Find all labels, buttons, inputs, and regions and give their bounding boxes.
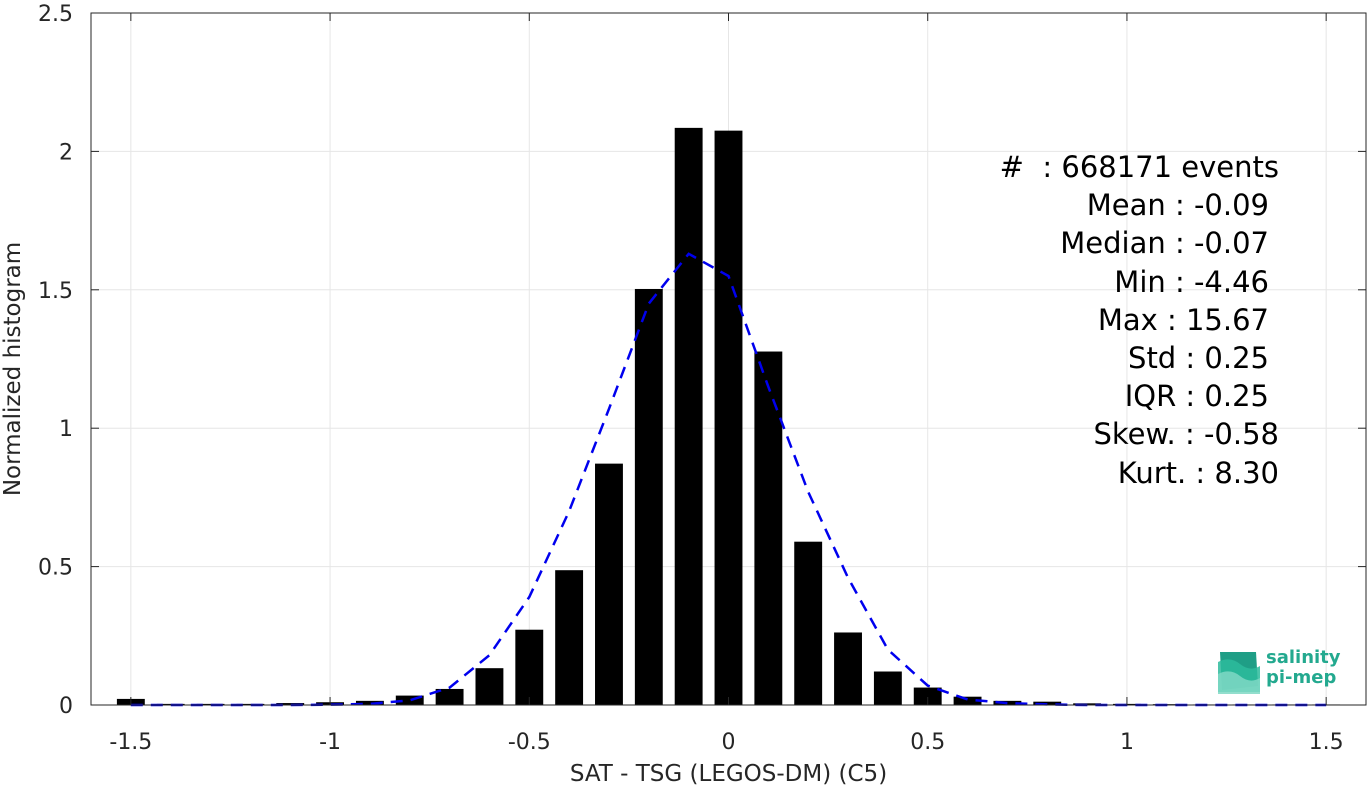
logo-line1: salinity (1266, 647, 1341, 668)
y-axis-title: Normalized histogram (0, 242, 26, 496)
histogram-bar (395, 695, 424, 705)
stat-median: Median : -0.07 (1060, 226, 1269, 261)
y-tick-label: 1.5 (38, 279, 73, 304)
histogram-bar (834, 632, 862, 705)
histogram-bar (674, 127, 703, 705)
stat-kurt: Kurt. : 8.30 (1117, 455, 1279, 490)
histogram-bar (475, 668, 504, 705)
stat-max: Max : 15.67 (1097, 302, 1269, 337)
x-axis-title: SAT - TSG (LEGOS-DM) (C5) (570, 761, 887, 785)
x-tick-label: 0.5 (910, 730, 945, 755)
histogram-bar (355, 700, 384, 705)
histogram-bar (754, 351, 783, 705)
wave-logo-icon (1218, 652, 1260, 694)
x-tick-label: -1 (319, 730, 341, 755)
histogram-bar (873, 671, 902, 705)
stat-std: Std : 0.25 (1128, 341, 1269, 376)
histogram-bar (555, 570, 584, 705)
y-tick-label: 2.5 (38, 2, 73, 27)
x-tick-label: 0 (722, 730, 736, 755)
x-tick-label: 1 (1120, 730, 1134, 755)
histogram-bar (435, 688, 464, 705)
y-tick-label: 1 (59, 417, 73, 442)
bars (116, 127, 1341, 705)
x-tick-label: -0.5 (508, 730, 551, 755)
histogram-bar (913, 687, 942, 705)
histogram-bar (196, 703, 225, 705)
histogram-bar (634, 288, 663, 705)
y-axis: 0 0.5 1 1.5 2 2.5 (38, 2, 1366, 719)
y-tick-label: 0 (59, 694, 73, 719)
salinity-pimep-logo: salinity pi-mep (1216, 646, 1346, 694)
y-tick-label: 2 (59, 140, 73, 165)
stat-iqr: IQR : 0.25 (1124, 379, 1269, 414)
y-tick-label: 0.5 (38, 556, 73, 581)
x-tick-label: -1.5 (109, 730, 152, 755)
histogram-bar (595, 463, 623, 705)
histogram-bar (993, 700, 1022, 705)
stat-events: # : 668171 events (999, 150, 1279, 184)
histogram-bar (276, 703, 305, 705)
histogram-bar (515, 629, 544, 705)
logo-line2: pi-mep (1266, 667, 1337, 688)
stat-mean: Mean : -0.09 (1086, 188, 1269, 223)
x-axis: -1.5 -1 -0.5 0 0.5 1 1.5 (109, 13, 1344, 755)
histogram-bar (156, 703, 185, 705)
x-tick-label: 1.5 (1309, 730, 1344, 755)
stat-min: Min : -4.46 (1114, 264, 1269, 299)
stat-skew: Skew. : -0.58 (1093, 417, 1279, 452)
statistics-box: # : 668171 events Mean : -0.09 Median : … (1000, 148, 1279, 492)
histogram-bar (714, 130, 743, 705)
histogram-bar (236, 703, 265, 705)
histogram-bar (953, 696, 982, 705)
histogram-bar (794, 541, 823, 705)
